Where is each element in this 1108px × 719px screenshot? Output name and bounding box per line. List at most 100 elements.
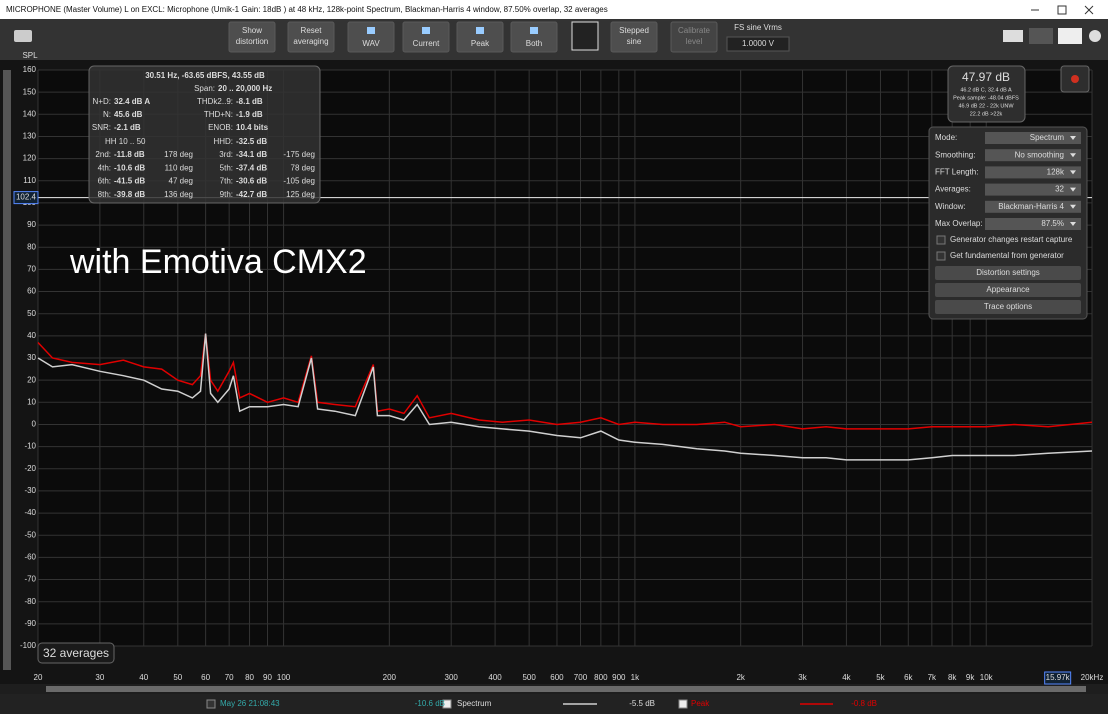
window-controls[interactable] (1031, 5, 1094, 15)
trace-spectrum (37, 333, 1093, 461)
y-tick-label: 90 (27, 220, 36, 229)
button-label: Both (526, 39, 542, 48)
level-box (947, 65, 1026, 123)
harmonic-phase: -175 deg (283, 150, 315, 159)
checkbox[interactable] (936, 235, 946, 245)
dropdown-arrow (1070, 187, 1076, 192)
y-tick-label: -10 (24, 442, 36, 451)
settings-button[interactable] (935, 283, 1081, 297)
toolbar-button[interactable] (510, 21, 558, 53)
button-label: Peak (471, 39, 490, 48)
toolbar-button[interactable] (287, 21, 335, 53)
y-tick-label: -70 (24, 575, 36, 584)
level-line: Peak sample: -48.04 dBFS (953, 95, 1019, 101)
dropdown-value: 87.5% (1041, 219, 1064, 228)
dropdown-arrow (1070, 136, 1076, 140)
toolbar-button[interactable] (402, 21, 450, 53)
fs-value: 1.0000 V (742, 39, 775, 48)
x-tick-label: 8k (948, 673, 957, 682)
status-level: -5.5 dB (629, 699, 655, 708)
y-tick-label: 50 (27, 309, 36, 318)
x-tick-label: 100 (277, 673, 291, 682)
y-tick-label: 20 (27, 375, 36, 384)
dropdown[interactable] (985, 183, 1081, 196)
x-tick-label: 2k (736, 673, 745, 682)
button-label: sine (627, 37, 642, 46)
fs-label: FS sine Vrms (734, 23, 782, 32)
checkbox[interactable] (936, 251, 946, 261)
x-tick-label: 9k (966, 673, 975, 682)
y-tick-label: -50 (24, 530, 36, 539)
stat-value: -1.9 dB (236, 110, 263, 119)
harmonic-label: 3rd: (219, 150, 233, 159)
level-line: 22.2 dB >22k (970, 111, 1003, 117)
y-tick-label: -90 (24, 619, 36, 628)
harmonic-label: 2nd: (95, 150, 111, 159)
y-tick-label: -40 (24, 508, 36, 517)
y-tick-label: 10 (27, 397, 36, 406)
checkbox-label: Get fundamental from generator (950, 251, 1064, 260)
dropdown-value: Spectrum (1030, 133, 1065, 142)
y-cursor-label: 102.4 (16, 193, 37, 202)
stat-value: 45.6 dB (114, 110, 143, 119)
x-tick-label: 3k (798, 673, 807, 682)
y-tick-label: 0 (32, 420, 37, 429)
dropdown[interactable] (985, 200, 1081, 213)
x-tick-label: 400 (488, 673, 502, 682)
x-tick-label: 7k (928, 673, 937, 682)
x-tick-label: 30 (95, 673, 104, 682)
x-tick-label: 90 (263, 673, 272, 682)
harmonic-level: -39.8 dB (114, 190, 145, 199)
setting-label: Max Overlap: (935, 219, 983, 228)
status-checkbox[interactable] (678, 699, 688, 709)
settings-button[interactable] (935, 300, 1081, 314)
scrollbar-thumb[interactable] (46, 686, 1086, 692)
harmonic-phase: 136 deg (164, 190, 193, 199)
level-main: 47.97 dB (962, 70, 1010, 84)
title-bar (0, 0, 1108, 19)
y-tick-label: 60 (27, 287, 36, 296)
fs-field[interactable] (726, 36, 790, 52)
toolbar-button[interactable] (456, 21, 504, 53)
setting-label: Smoothing: (935, 150, 975, 159)
info-header: 30.51 Hz, -63.65 dBFS, 43.55 dB (145, 71, 265, 80)
span-label: Span: (194, 84, 215, 93)
y-tick-label: 110 (23, 176, 36, 185)
harmonic-level: -37.4 dB (236, 163, 267, 172)
settings-button-label: Distortion settings (976, 268, 1040, 277)
dock-button[interactable] (571, 21, 599, 51)
dropdown[interactable] (985, 218, 1081, 230)
left-slider[interactable] (3, 70, 11, 670)
button-label: Calibrate (678, 26, 711, 35)
dropdown[interactable] (985, 166, 1081, 179)
status-checkbox[interactable] (206, 699, 216, 709)
y-tick-label: 40 (27, 331, 36, 340)
toolbar-button[interactable] (610, 21, 658, 53)
y-axis-label: SPL (22, 51, 38, 60)
harmonic-level: -11.8 dB (114, 150, 145, 159)
status-checkbox[interactable] (442, 699, 452, 709)
toolbar-button[interactable] (347, 21, 395, 53)
button-label: averaging (293, 37, 328, 46)
dropdown[interactable] (985, 149, 1081, 162)
button-label: Current (413, 39, 440, 48)
x-tick-label: 5k (876, 673, 885, 682)
stat-value: -2.1 dB (114, 123, 141, 132)
status-level: -0.8 dB (851, 699, 877, 708)
toolbar-button[interactable] (670, 21, 718, 53)
view-icons[interactable] (1003, 28, 1101, 44)
button-label: Show (242, 26, 262, 35)
x-tick-label: 50 (173, 673, 182, 682)
settings-button-label: Trace options (984, 302, 1032, 311)
dropdown-arrow (1070, 153, 1076, 158)
level-line: 46.9 dB 22 - 22k UNW (958, 103, 1014, 109)
status-trace: Spectrum (457, 699, 492, 708)
dropdown[interactable] (985, 132, 1081, 144)
settings-button[interactable] (935, 266, 1081, 280)
harmonic-phase: 178 deg (164, 150, 193, 159)
button-label: WAV (362, 39, 380, 48)
x-tick-label: 4k (842, 673, 851, 682)
camera-icon[interactable] (14, 30, 32, 42)
y-tick-label: 150 (23, 87, 37, 96)
toolbar-button[interactable] (228, 21, 276, 53)
